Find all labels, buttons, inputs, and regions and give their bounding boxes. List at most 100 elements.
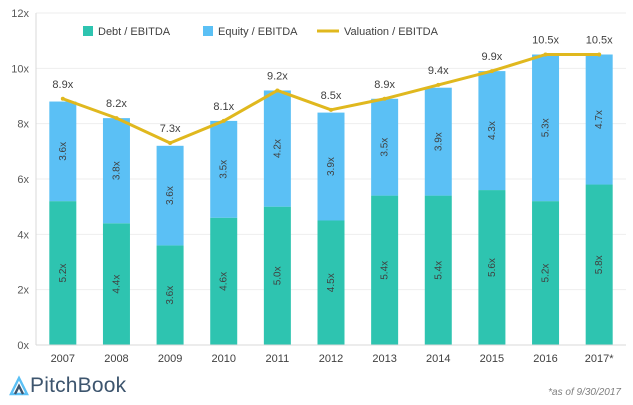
debt-value-label: 4.4x <box>111 275 122 294</box>
equity-value-label: 3.6x <box>58 142 69 161</box>
equity-bar <box>585 54 613 185</box>
debt-value-label: 5.4x <box>433 261 444 280</box>
debt-bar <box>371 195 399 345</box>
debt-bar <box>156 245 184 345</box>
valuation-value-label: 9.9x <box>482 51 503 63</box>
equity-bar <box>424 87 452 196</box>
equity-value-label: 5.3x <box>541 118 552 137</box>
valuation-value-label: 8.9x <box>374 79 395 91</box>
valuation-point <box>489 69 494 74</box>
valuation-value-label: 10.5x <box>532 35 559 47</box>
equity-bar <box>49 101 77 202</box>
debt-bar <box>263 206 291 345</box>
equity-value-label: 3.5x <box>380 138 391 157</box>
x-tick-label: 2007 <box>51 353 75 365</box>
pitchbook-mark-icon <box>9 375 29 396</box>
bars <box>49 54 613 345</box>
x-tick-label: 2013 <box>372 353 396 365</box>
debt-bar <box>478 190 506 345</box>
y-tick-label: 0x <box>17 340 29 352</box>
legend-item: Valuation / EBITDA <box>317 26 439 38</box>
equity-bar <box>317 112 345 221</box>
equity-bar <box>263 90 291 207</box>
valuation-value-label: 7.3x <box>160 123 181 135</box>
debt-bar <box>210 217 238 345</box>
legend-label: Debt / EBITDA <box>98 26 171 38</box>
x-tick-label: 2009 <box>158 353 182 365</box>
valuation-point <box>114 116 119 121</box>
equity-bar <box>478 71 506 191</box>
x-tick-label: 2008 <box>104 353 128 365</box>
valuation-value-label: 10.5x <box>586 35 613 47</box>
debt-value-label: 4.5x <box>326 273 337 292</box>
debt-bar <box>424 195 452 345</box>
data-labels: 5.2x 3.6x 4.4x 3.8x 3.6x 3.6x 4.6x 3.5x 5.0x 4.2x… <box>52 35 613 305</box>
legend-label: Equity / EBITDA <box>218 26 298 38</box>
equity-value-label: 4.2x <box>272 139 283 158</box>
valuation-point <box>329 107 333 112</box>
debt-value-label: 5.4x <box>380 261 391 280</box>
x-tick-label: 2014 <box>426 353 450 365</box>
debt-bar <box>317 220 345 345</box>
equity-bar <box>371 98 399 196</box>
equity-bar <box>156 145 184 246</box>
footnote: *as of 9/30/2017 <box>548 387 621 398</box>
legend-swatch <box>203 26 213 36</box>
valuation-value-label: 8.9x <box>52 79 73 91</box>
debt-bar <box>585 184 613 345</box>
x-tick-label: 2012 <box>319 353 343 365</box>
debt-bar <box>102 223 130 345</box>
debt-value-label: 5.0x <box>272 266 283 285</box>
valuation-value-label: 8.5x <box>321 90 342 102</box>
equity-value-label: 3.9x <box>433 132 444 151</box>
y-tick-label: 6x <box>17 174 29 186</box>
pitchbook-logo: PitchBook <box>8 374 126 398</box>
equity-value-label: 3.6x <box>165 186 176 205</box>
equity-value-label: 3.5x <box>219 160 230 179</box>
y-tick-label: 10x <box>11 63 29 75</box>
valuation-point <box>221 118 226 123</box>
brand-name: PitchBook <box>30 374 127 397</box>
x-tick-label: 2010 <box>211 353 235 365</box>
valuation-point <box>60 96 65 101</box>
valuation-value-label: 9.4x <box>428 65 449 77</box>
equity-value-label: 3.9x <box>326 157 337 176</box>
legend-label: Valuation / EBITDA <box>344 26 439 38</box>
equity-value-label: 4.3x <box>487 121 498 140</box>
debt-value-label: 5.8x <box>594 255 605 274</box>
y-tick-label: 4x <box>17 229 29 241</box>
equity-value-label: 4.7x <box>594 110 605 129</box>
x-tick-label: 2015 <box>480 353 504 365</box>
valuation-point <box>543 52 548 57</box>
valuation-point <box>597 52 602 57</box>
y-tick-label: 12x <box>11 8 29 20</box>
x-tick-label: 2011 <box>266 353 290 365</box>
debt-bar <box>532 201 560 345</box>
legend-item: Debt / EBITDA <box>83 26 171 38</box>
valuation-value-label: 8.2x <box>106 98 127 110</box>
valuation-point <box>382 96 387 101</box>
axes: 0x 2x 4x 6x 8x 10x 12x 2007 2008 2009 2010 2011 2012… <box>11 8 626 365</box>
y-tick-label: 2x <box>17 285 29 297</box>
debt-value-label: 3.6x <box>165 286 176 305</box>
valuation-point <box>168 141 173 146</box>
valuation-line <box>60 52 602 146</box>
debt-bar <box>49 201 77 345</box>
x-tick-label: 2017* <box>585 353 614 365</box>
debt-value-label: 5.2x <box>541 264 552 283</box>
valuation-value-label: 8.1x <box>213 101 234 113</box>
valuation-point <box>275 88 280 93</box>
valuation-point <box>436 82 441 87</box>
valuation-value-label: 9.2x <box>267 70 288 82</box>
debt-value-label: 5.6x <box>487 258 498 277</box>
equity-value-label: 3.8x <box>111 161 122 180</box>
equity-bar <box>102 118 130 224</box>
equity-bar <box>532 54 560 202</box>
debt-value-label: 5.2x <box>58 264 69 283</box>
legend-swatch <box>83 26 93 36</box>
legend-item: Equity / EBITDA <box>203 26 298 38</box>
x-tick-label: 2016 <box>533 353 557 365</box>
y-tick-label: 8x <box>17 119 29 131</box>
debt-value-label: 4.6x <box>219 272 230 291</box>
